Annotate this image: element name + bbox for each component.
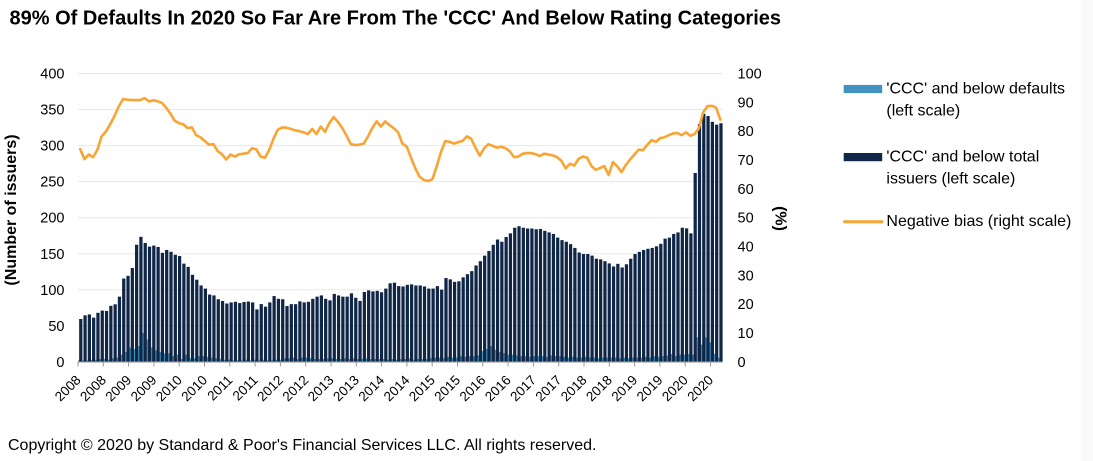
svg-text:200: 200 [40,211,64,227]
svg-text:(left scale): (left scale) [886,102,960,119]
svg-text:150: 150 [40,247,64,263]
svg-text:'CCC' and below total: 'CCC' and below total [886,149,1039,166]
svg-text:40: 40 [738,240,754,256]
svg-text:50: 50 [48,319,64,335]
svg-text:300: 300 [40,139,64,155]
svg-text:0: 0 [738,355,746,371]
svg-text:60: 60 [738,182,754,198]
svg-text:issuers (left scale): issuers (left scale) [886,171,1015,188]
svg-text:89% Of Defaults In 2020 So Far: 89% Of Defaults In 2020 So Far Are From … [10,8,782,30]
svg-text:250: 250 [40,175,64,191]
svg-text:100: 100 [40,283,64,299]
svg-text:90: 90 [738,95,754,111]
svg-text:'CCC' and below defaults: 'CCC' and below defaults [886,81,1065,98]
svg-text:70: 70 [738,153,754,169]
svg-text:0: 0 [56,355,64,371]
svg-text:Negative bias (right scale): Negative bias (right scale) [886,213,1071,230]
svg-text:80: 80 [738,124,754,140]
svg-text:100: 100 [738,67,762,83]
svg-text:(Number of issuers): (Number of issuers) [3,134,20,285]
svg-text:350: 350 [40,103,64,119]
svg-text:400: 400 [40,67,64,83]
svg-text:Copyright © 2020 by Standard &: Copyright © 2020 by Standard & Poor's Fi… [8,437,596,454]
svg-text:(%): (%) [772,206,789,231]
svg-text:20: 20 [738,297,754,313]
svg-text:30: 30 [738,268,754,284]
svg-text:10: 10 [738,326,754,342]
svg-text:50: 50 [738,211,754,227]
